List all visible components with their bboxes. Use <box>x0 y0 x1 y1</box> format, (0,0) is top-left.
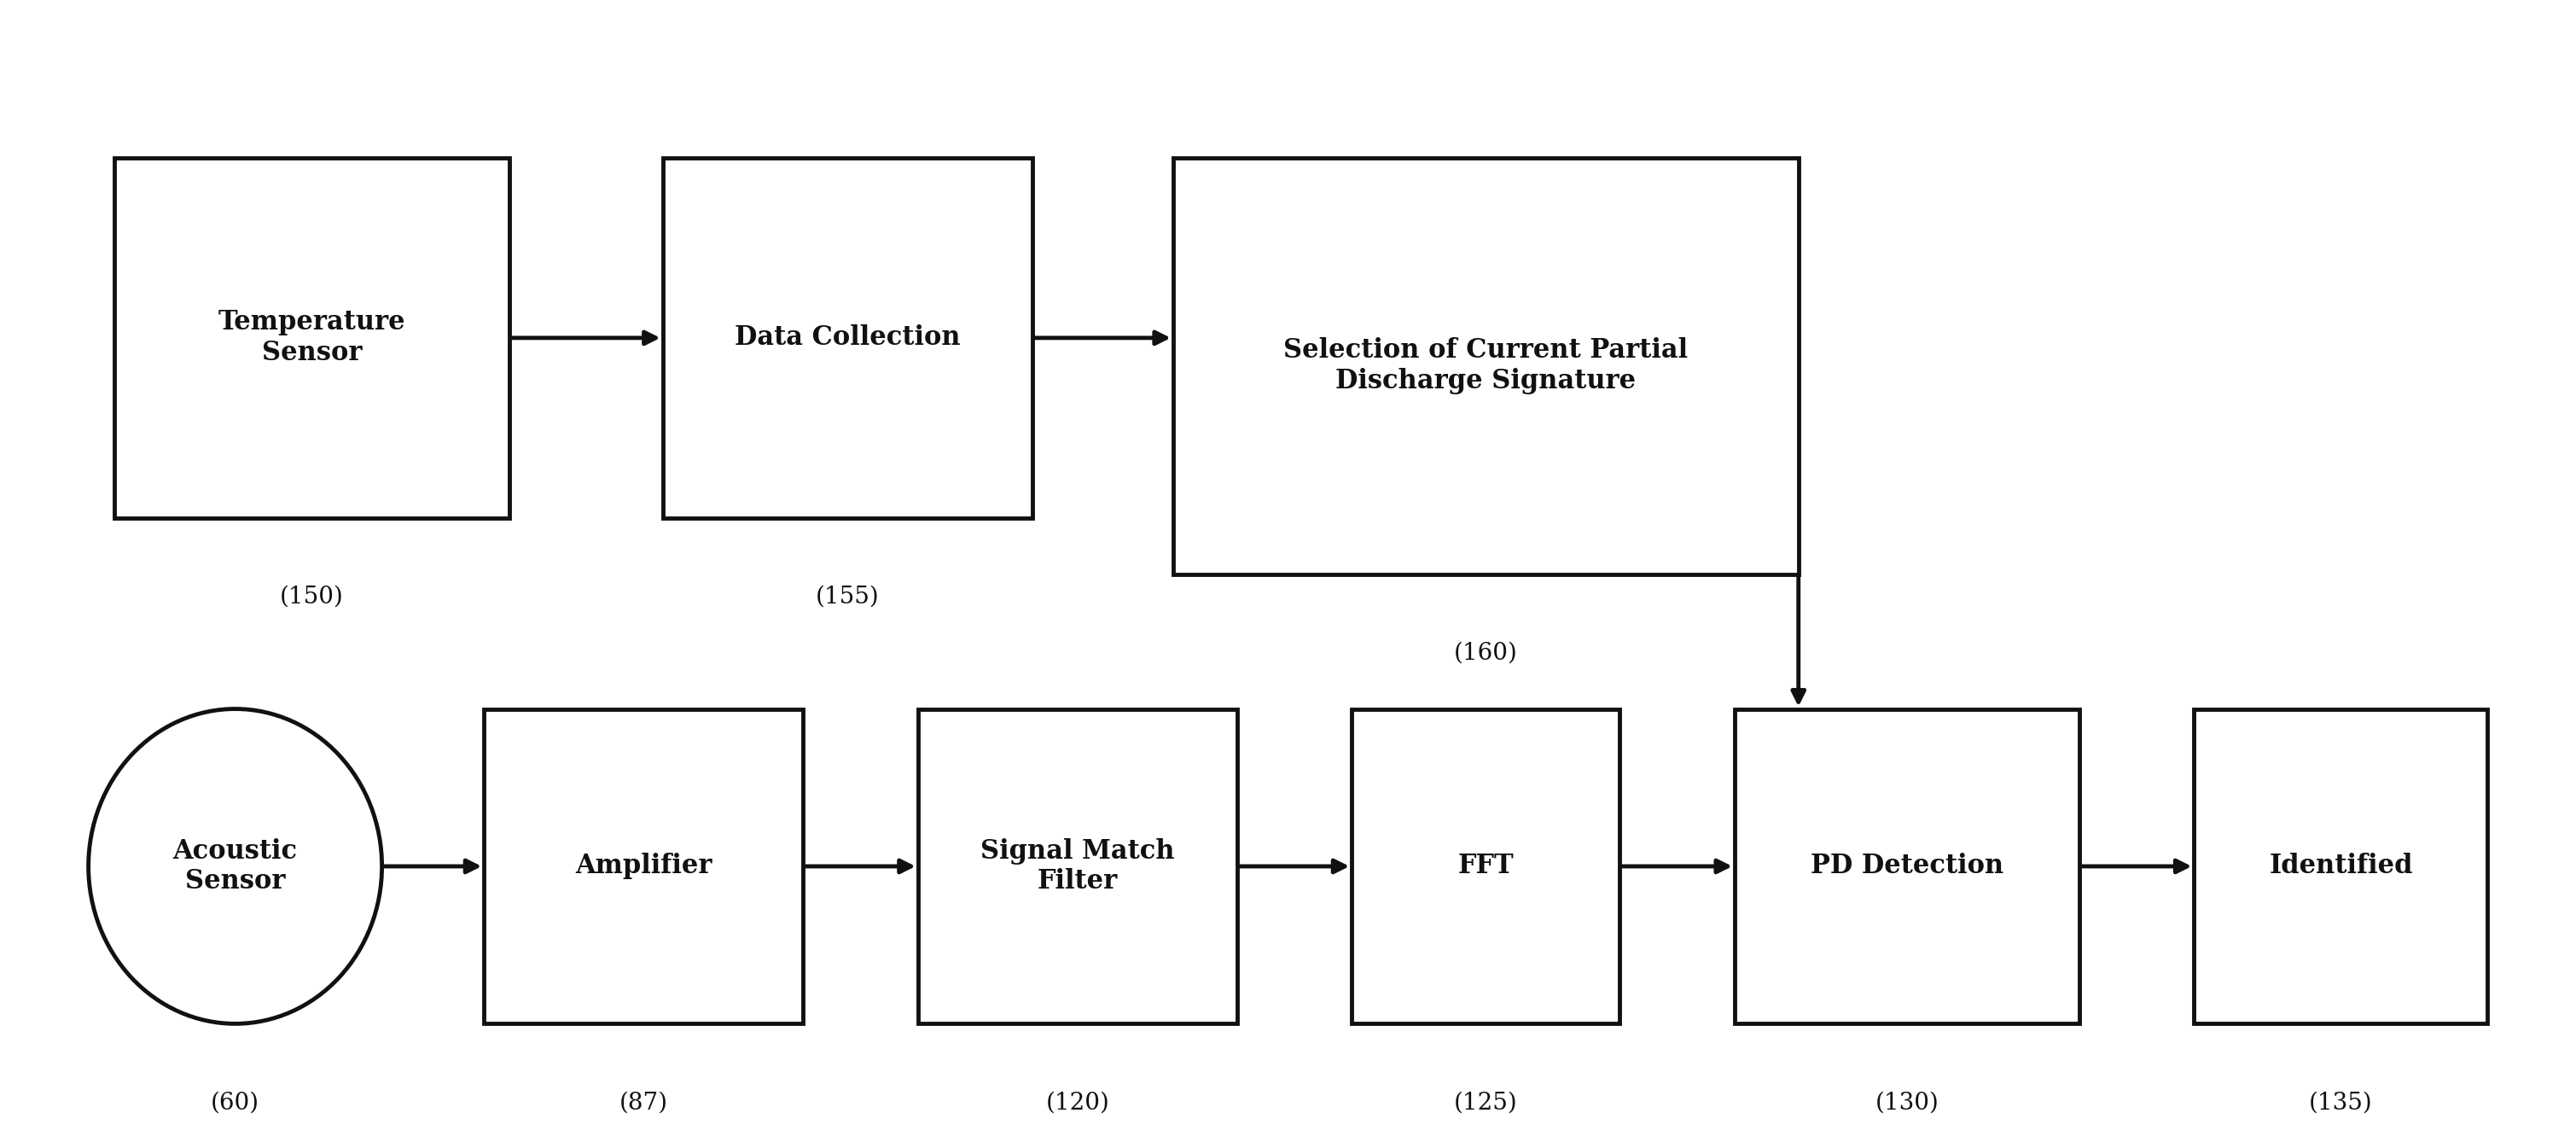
Text: PD Detection: PD Detection <box>1811 853 2004 879</box>
Ellipse shape <box>88 709 381 1024</box>
Text: (87): (87) <box>618 1091 667 1115</box>
Text: Temperature
Sensor: Temperature Sensor <box>219 310 404 366</box>
Text: (120): (120) <box>1046 1091 1110 1115</box>
Text: Data Collection: Data Collection <box>734 325 961 351</box>
Bar <box>662 158 1033 518</box>
Bar <box>484 709 804 1024</box>
Bar <box>1734 709 2079 1024</box>
Text: (135): (135) <box>2308 1091 2372 1115</box>
Bar <box>113 158 510 518</box>
Text: (160): (160) <box>1453 642 1517 665</box>
Bar <box>1352 709 1620 1024</box>
Text: (125): (125) <box>1453 1091 1517 1115</box>
Text: (150): (150) <box>281 585 343 608</box>
Bar <box>917 709 1236 1024</box>
Text: (155): (155) <box>817 585 878 608</box>
Text: FFT: FFT <box>1458 853 1515 879</box>
Text: (130): (130) <box>1875 1091 1940 1115</box>
Bar <box>1172 158 1798 574</box>
Text: (60): (60) <box>211 1091 260 1115</box>
Text: Signal Match
Filter: Signal Match Filter <box>981 838 1175 894</box>
Text: Selection of Current Partial
Discharge Signature: Selection of Current Partial Discharge S… <box>1283 338 1687 395</box>
Text: Acoustic
Sensor: Acoustic Sensor <box>173 838 296 894</box>
Text: Identified: Identified <box>2269 853 2414 879</box>
Bar <box>2195 709 2488 1024</box>
Text: Amplifier: Amplifier <box>574 853 711 879</box>
